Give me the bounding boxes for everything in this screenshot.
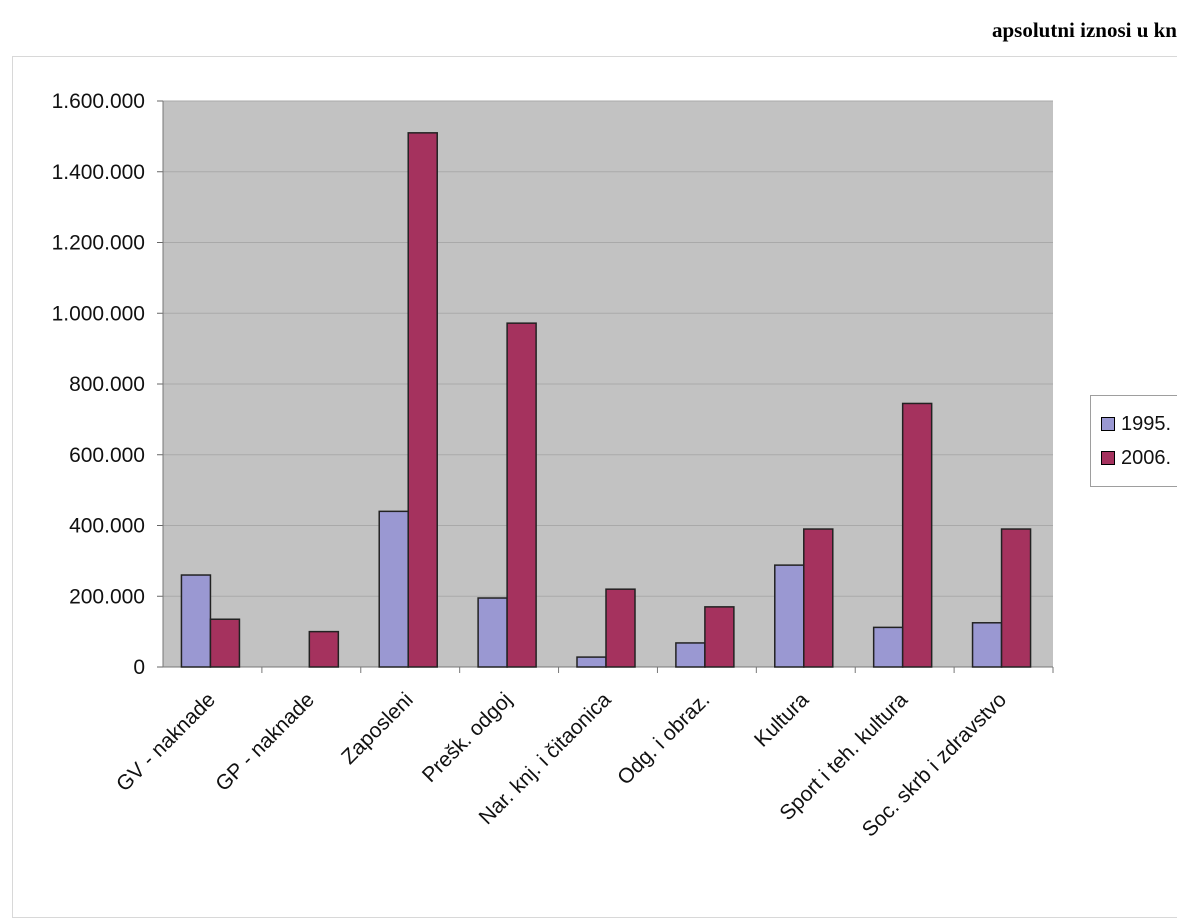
x-tick-label: Zaposleni [337,688,418,769]
bar-chart: 0 200.000 400.000 600.000 800.000 1.000.000 1.… [52,90,1054,842]
legend-label-2006: 2006. [1121,446,1172,469]
bar-1995-3 [477,597,508,668]
y-tick-label: 400.000 [69,515,145,538]
bar-2006-4 [605,588,636,668]
y-tick-label: 600.000 [69,444,145,467]
bar-1995-2 [378,510,409,668]
bar-2006-2 [407,132,438,668]
bar-2006-3 [506,322,537,668]
bar-1995-0 [180,574,212,668]
y-tick-label: 1.600.000 [52,90,145,113]
y-tick-label: 200.000 [69,585,145,608]
x-tick-label: Odg. i obraz. [613,688,714,789]
legend-item-1995: 1995. [1101,410,1171,438]
y-tick-label: 0 [133,656,145,679]
bar-1995-4 [576,656,607,668]
x-tick-label: GV - naknade [112,688,220,796]
bar-1995-5 [675,642,706,668]
x-tick-label: Kultura [750,688,814,752]
unit-note: apsolutni iznosi u kn [991,18,1177,42]
legend: 1995. 2006. [1090,395,1177,487]
legend-swatch-2006 [1101,451,1115,465]
y-tick-label: 1.400.000 [52,161,145,184]
y-tick-label: 1.200.000 [52,232,145,255]
bar-1995-6 [774,564,805,668]
legend-swatch-1995 [1101,417,1115,431]
chart-area: 0 200.000 400.000 600.000 800.000 1.000.000 1.… [12,56,1177,918]
y-tick-label: 800.000 [69,373,145,396]
bar-1995-7 [872,626,904,668]
bar-2006-1 [308,630,340,668]
y-tick-label: 1.000.000 [52,302,145,325]
bar-2006-6 [803,528,834,668]
bar-2006-7 [901,402,933,668]
bar-2006-8 [1000,528,1032,668]
bar-1995-8 [971,622,1003,668]
x-tick-label: Prešk. odgoj [418,688,517,787]
x-tick-label: GP - naknade [211,688,319,796]
bar-2006-0 [209,618,241,668]
legend-label-1995: 1995. [1121,412,1172,435]
bar-2006-5 [704,606,735,668]
legend-item-2006: 2006. [1101,444,1171,472]
